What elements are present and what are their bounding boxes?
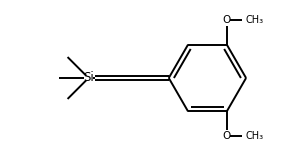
Text: O: O <box>223 131 231 141</box>
Text: CH₃: CH₃ <box>245 15 263 25</box>
Text: CH₃: CH₃ <box>245 131 263 141</box>
Text: O: O <box>223 15 231 25</box>
Text: Si: Si <box>83 71 94 85</box>
